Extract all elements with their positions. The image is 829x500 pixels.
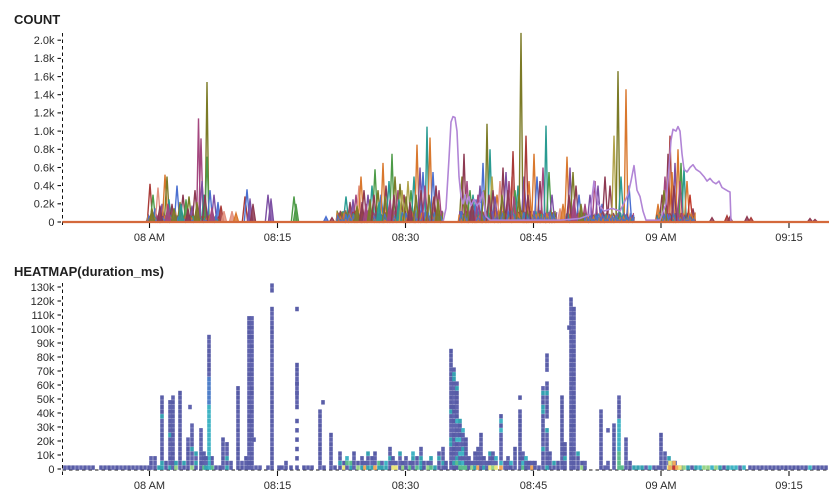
svg-text:120k: 120k — [31, 296, 55, 308]
svg-text:0.6k: 0.6k — [34, 162, 55, 174]
svg-text:HEATMAP(duration_ms): HEATMAP(duration_ms) — [14, 264, 164, 279]
svg-text:08:15: 08:15 — [264, 480, 292, 492]
svg-text:08 AM: 08 AM — [134, 232, 165, 244]
svg-text:110k: 110k — [31, 310, 55, 322]
svg-text:0: 0 — [48, 217, 54, 229]
svg-text:1.4k: 1.4k — [34, 90, 55, 102]
svg-text:09 AM: 09 AM — [645, 232, 676, 244]
svg-text:80k: 80k — [37, 352, 55, 364]
svg-text:40k: 40k — [37, 408, 55, 420]
svg-text:20k: 20k — [37, 436, 55, 448]
svg-text:08:30: 08:30 — [392, 480, 420, 492]
svg-text:90k: 90k — [37, 338, 55, 350]
svg-text:70k: 70k — [37, 366, 55, 378]
svg-text:08:45: 08:45 — [520, 480, 548, 492]
svg-text:50k: 50k — [37, 394, 55, 406]
svg-text:10k: 10k — [37, 450, 55, 462]
svg-text:0.2k: 0.2k — [34, 199, 55, 211]
svg-text:30k: 30k — [37, 422, 55, 434]
svg-text:100k: 100k — [31, 324, 55, 336]
svg-text:1.8k: 1.8k — [34, 53, 55, 65]
svg-text:0.8k: 0.8k — [34, 144, 55, 156]
svg-text:0.4k: 0.4k — [34, 180, 55, 192]
svg-text:08 AM: 08 AM — [134, 480, 165, 492]
svg-text:0: 0 — [48, 464, 54, 476]
svg-text:08:45: 08:45 — [520, 232, 548, 244]
svg-text:09:15: 09:15 — [775, 480, 803, 492]
svg-text:60k: 60k — [37, 380, 55, 392]
svg-text:1.2k: 1.2k — [34, 108, 55, 120]
svg-text:1.0k: 1.0k — [34, 126, 55, 138]
svg-text:1.6k: 1.6k — [34, 71, 55, 83]
svg-text:09 AM: 09 AM — [645, 480, 676, 492]
svg-text:COUNT: COUNT — [14, 12, 60, 27]
svg-text:08:30: 08:30 — [392, 232, 420, 244]
svg-text:2.0k: 2.0k — [34, 35, 55, 47]
svg-text:08:15: 08:15 — [264, 232, 292, 244]
svg-text:130k: 130k — [31, 282, 55, 294]
svg-text:09:15: 09:15 — [775, 232, 803, 244]
